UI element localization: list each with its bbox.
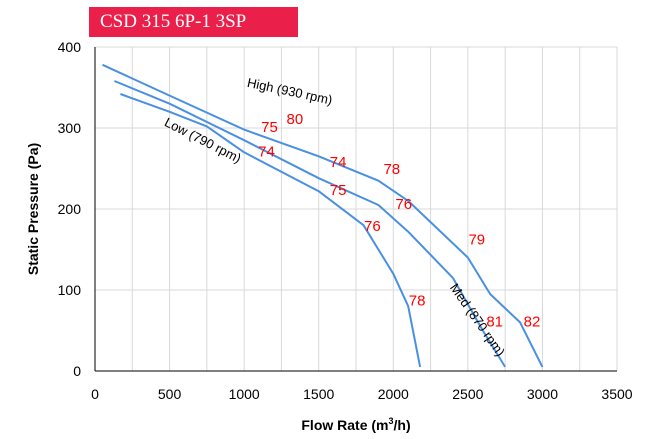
series-line-0 <box>102 63 544 368</box>
chart-title: CSD 315 6P-1 3SP <box>89 7 298 37</box>
noise-annotations: 80 75 74 74 78 75 76 76 79 78 81 82 <box>258 111 540 331</box>
series-line-2 <box>120 93 422 368</box>
y-tick-label: 300 <box>58 120 82 136</box>
noise-level-label: 81 <box>486 313 503 330</box>
noise-level-label: 75 <box>330 182 347 199</box>
noise-level-label: 75 <box>261 119 278 136</box>
y-axis-label: Static Pressure (Pa) <box>25 143 41 275</box>
noise-level-label: 78 <box>383 161 400 178</box>
x-tick-label: 2000 <box>378 386 409 402</box>
noise-level-label: 79 <box>468 232 485 249</box>
noise-level-label: 76 <box>364 218 381 235</box>
y-tick-label: 0 <box>73 363 81 379</box>
curve-label-0: High (930 rpm) <box>246 75 334 108</box>
curve-labels: High (930 rpm)Med (870 rpm)Low (790 rpm) <box>162 75 508 359</box>
series-curves <box>102 63 544 368</box>
y-tick-label: 100 <box>58 282 82 298</box>
noise-level-label: 82 <box>524 313 541 330</box>
x-tick-label: 3500 <box>601 386 632 402</box>
grid <box>94 46 618 372</box>
x-tick-label: 1500 <box>303 386 334 402</box>
x-tick-label: 3000 <box>527 386 558 402</box>
tick-labels: 0 500 1000 1500 2000 2500 3000 3500 0 100 200 300 40… <box>58 39 633 402</box>
x-axis-label-superscript: 3 <box>389 416 394 426</box>
x-axis-label-main: Flow Rate (m <box>301 417 388 433</box>
x-axis-label: Flow Rate (m3/h) <box>301 416 410 433</box>
x-tick-label: 2500 <box>452 386 483 402</box>
noise-level-label: 78 <box>409 292 426 309</box>
x-tick-label: 0 <box>91 386 99 402</box>
x-tick-label: 500 <box>158 386 182 402</box>
x-axis-label-end: /h) <box>394 417 411 433</box>
y-tick-label: 400 <box>58 39 82 55</box>
noise-level-label: 74 <box>330 154 347 171</box>
noise-level-label: 74 <box>258 143 275 160</box>
noise-level-label: 76 <box>395 196 412 213</box>
noise-level-label: 80 <box>287 111 304 128</box>
x-tick-label: 1000 <box>229 386 260 402</box>
series-line-1 <box>114 80 506 368</box>
curve-label-2: Low (790 rpm) <box>162 114 243 165</box>
y-tick-label: 200 <box>58 201 82 217</box>
